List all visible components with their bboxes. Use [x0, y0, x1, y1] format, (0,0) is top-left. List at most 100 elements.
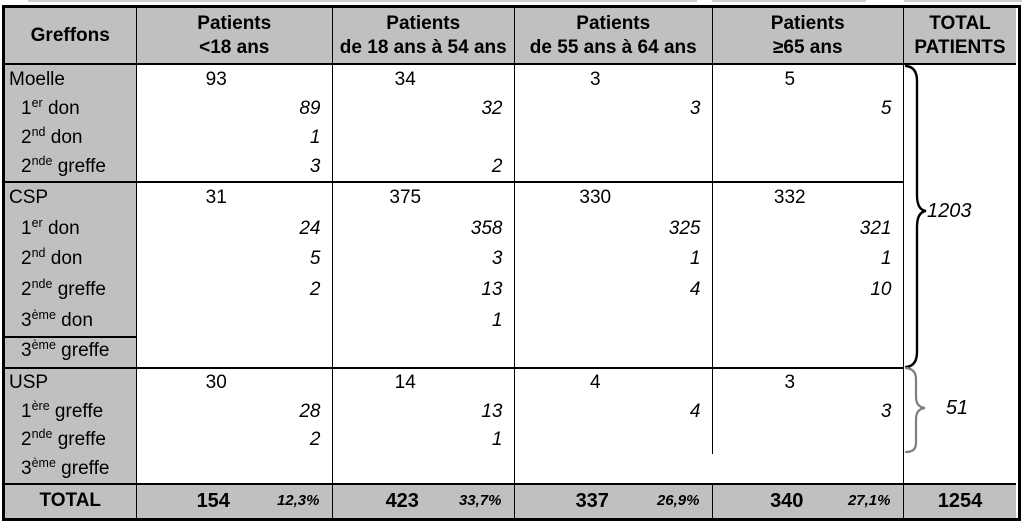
column-divider-labels: [135, 8, 138, 518]
row-label-csp-3-me-greffe: 3ème greffe: [21, 336, 136, 367]
cell-moelle-moelle-col4: 5: [784, 69, 796, 90]
total-percent-col2: 33,7%: [458, 492, 502, 509]
row-label-csp-csp: CSP: [9, 187, 49, 208]
cell-csp-1er-don-col3: 325: [668, 217, 701, 239]
column-header-line: Greffons: [30, 24, 110, 46]
total-count-col4: 340: [770, 490, 804, 512]
ordinal-superscript: ème: [31, 455, 56, 470]
column-header-line: Patients: [386, 12, 461, 34]
cell-moelle-2nd-don-col1: 1: [309, 127, 321, 148]
column-header-line: Patients: [770, 12, 845, 34]
row-label-csp-2nde-greffe: 2nde greffe: [21, 275, 136, 306]
row-label-moelle-moelle: Moelle: [9, 69, 65, 90]
curly-brace-usp: [904, 366, 926, 454]
column-header-line: TOTAL: [929, 12, 991, 34]
column-header-patients-ge-65: Patients ≥65 ans: [713, 8, 903, 63]
cell-csp-2nd-don-col3: 1: [689, 248, 701, 270]
cell-usp-usp-col1: 30: [205, 372, 227, 393]
total-row-background: [5, 485, 1016, 518]
column-divider-1: [331, 8, 333, 518]
cell-moelle-2nde-greffe-col1: 3: [309, 156, 321, 177]
total-row-label: TOTAL: [39, 490, 102, 511]
ordinal-superscript: nd: [31, 246, 46, 261]
cell-csp-csp-col1: 31: [205, 187, 227, 208]
ordinal-superscript: ème: [31, 307, 56, 322]
column-header-total-patients: TOTAL PATIENTS: [904, 8, 1016, 63]
cell-moelle-1er-don-col2: 32: [481, 98, 503, 119]
ordinal-superscript: nde: [31, 277, 53, 291]
total-count-col2: 423: [385, 490, 419, 512]
row-label-usp-usp: USP: [9, 372, 49, 393]
row-label-csp-3-me-don: 3ème don: [21, 306, 136, 337]
cell-csp-csp-col3: 330: [579, 187, 612, 208]
moelle-csp-divider: [5, 181, 904, 183]
row-label-usp-3-me-greffe: 3ème greffe: [21, 455, 136, 484]
ordinal-superscript: er: [31, 215, 43, 230]
cell-csp-2nde-greffe-col4: 10: [870, 279, 892, 300]
grand-total-patients: 1254: [937, 490, 983, 512]
row-label-usp-2nde-greffe: 2nde greffe: [21, 426, 136, 455]
ordinal-superscript: nde: [31, 427, 53, 441]
cell-csp-2nd-don-col1: 5: [309, 248, 321, 270]
total-percent-col1: 12,3%: [276, 492, 320, 509]
header-divider: [5, 63, 1016, 65]
ordinal-superscript: nd: [31, 125, 46, 139]
cell-csp-csp-col2: 375: [389, 187, 422, 208]
column-divider-3b: [711, 483, 713, 518]
column-header-line: de 18 ans à 54 ans: [339, 36, 507, 58]
cell-moelle-moelle-col1: 93: [205, 69, 227, 90]
cell-usp-2nde-greffe-col1: 2: [309, 429, 321, 450]
column-header-patients-lt-18: Patients <18 ans: [137, 8, 332, 63]
header-row-background: [5, 8, 1016, 65]
row-label-csp-1er-don: 1er don: [21, 214, 136, 245]
cell-moelle-moelle-col2: 34: [394, 69, 416, 90]
ordinal-superscript: ème: [31, 338, 56, 353]
cell-moelle-moelle-col3: 3: [589, 69, 601, 90]
cell-usp-1-re-greffe-col3: 4: [689, 400, 701, 422]
cell-usp-1-re-greffe-col2: 13: [481, 400, 503, 422]
cell-csp-csp-col4: 332: [773, 187, 806, 208]
subtotal-moelle-csp: 1203: [927, 200, 972, 222]
cell-csp-2nd-don-col2: 3: [491, 248, 503, 270]
column-divider-3: [711, 8, 713, 454]
cell-usp-usp-col2: 14: [394, 372, 416, 393]
clipped-row-artifact: [28, 0, 697, 2]
csp-3eme-don-label-divider: [5, 336, 137, 338]
cell-moelle-1er-don-col1: 89: [299, 98, 321, 119]
cell-csp-2nde-greffe-col3: 4: [689, 279, 701, 300]
column-header-patients-55-64: Patients de 55 ans à 64 ans: [515, 8, 712, 63]
cell-usp-usp-col3: 4: [589, 372, 601, 393]
cell-csp-2nde-greffe-col2: 13: [481, 279, 503, 300]
label-column-background: [5, 63, 136, 485]
cell-usp-1-re-greffe-col4: 3: [880, 400, 892, 422]
table-outer-border: [2, 5, 1021, 521]
ordinal-superscript: ère: [31, 398, 50, 413]
row-label-csp-2nd-don: 2nd don: [21, 244, 136, 275]
column-header-line: Patients: [197, 12, 272, 34]
curly-brace-moelle-csp: [904, 64, 927, 369]
row-label-moelle-2nd-don: 2nd don: [21, 123, 136, 152]
clipped-row-artifact: [712, 0, 866, 2]
cell-moelle-1er-don-col4: 5: [880, 98, 892, 119]
column-divider-2: [513, 8, 515, 518]
cell-moelle-1er-don-col3: 3: [689, 98, 701, 119]
cell-usp-1-re-greffe-col1: 28: [299, 400, 321, 422]
cell-usp-usp-col4: 3: [784, 372, 796, 393]
row-label-moelle-1er-don: 1er don: [21, 94, 136, 123]
column-header-line: ≥65 ans: [772, 36, 843, 58]
subtotal-usp: 51: [945, 397, 969, 419]
total-count-col3: 337: [575, 490, 609, 512]
column-header-greffons: Greffons: [5, 8, 136, 63]
cell-csp-2nd-don-col4: 1: [880, 248, 892, 270]
total-percent-col3: 26,9%: [656, 492, 700, 509]
column-header-line: <18 ans: [199, 36, 270, 58]
column-header-line: Patients: [576, 12, 651, 34]
csp-usp-divider: [5, 367, 904, 369]
cell-usp-2nde-greffe-col2: 1: [491, 429, 503, 450]
cell-csp-2nde-greffe-col1: 2: [309, 279, 321, 300]
ordinal-superscript: er: [31, 96, 43, 110]
column-header-patients-18-54: Patients de 18 ans à 54 ans: [333, 8, 514, 63]
column-header-line: PATIENTS: [914, 36, 1006, 58]
row-label-moelle-2nde-greffe: 2nde greffe: [21, 152, 136, 181]
